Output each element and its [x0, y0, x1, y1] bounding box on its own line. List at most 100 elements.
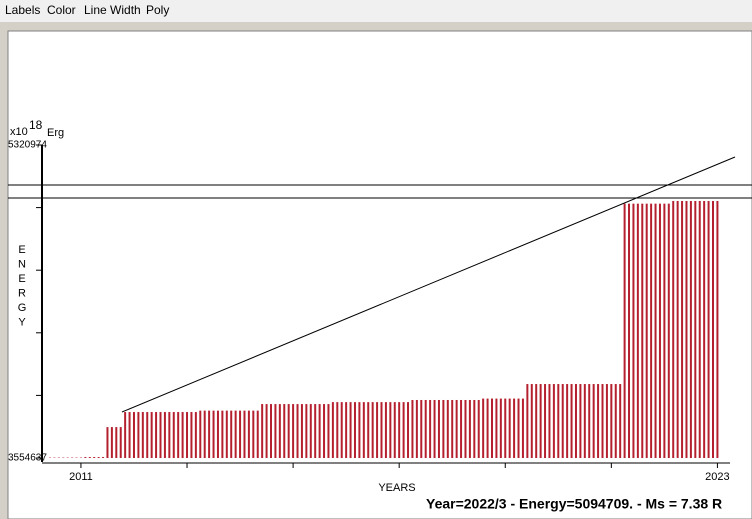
bar — [146, 412, 149, 458]
bar — [155, 412, 158, 458]
trend-line — [121, 156, 736, 413]
bar — [314, 404, 317, 458]
bar — [208, 410, 211, 458]
bar — [137, 412, 140, 458]
bar — [676, 200, 679, 458]
bar — [115, 427, 118, 458]
menu-item[interactable]: Poly — [146, 3, 170, 17]
bar — [597, 384, 600, 458]
bar — [566, 384, 569, 458]
bar — [261, 404, 264, 458]
x-tick-label: 2023 — [705, 471, 729, 483]
bar — [150, 412, 153, 458]
bar — [513, 398, 516, 458]
bar — [451, 399, 454, 458]
bar — [106, 427, 109, 458]
bar — [407, 402, 410, 458]
bar — [477, 399, 480, 458]
bar — [270, 404, 272, 458]
bar — [619, 384, 622, 458]
bar — [252, 410, 255, 458]
bar — [212, 410, 215, 458]
bar — [544, 384, 547, 458]
bar — [199, 410, 202, 458]
bar — [654, 203, 657, 458]
bar — [367, 402, 370, 458]
bar — [716, 200, 719, 458]
bar — [358, 402, 361, 458]
bar — [186, 412, 189, 458]
bar — [694, 200, 697, 458]
bar — [84, 457, 87, 458]
bar — [88, 457, 91, 458]
bar — [521, 398, 524, 458]
bar — [579, 384, 582, 458]
bar — [318, 404, 321, 458]
bar — [437, 399, 440, 458]
y-unit: Erg — [47, 127, 64, 139]
bar — [455, 399, 458, 458]
bar — [482, 398, 485, 458]
bar — [97, 457, 100, 458]
bar — [340, 402, 343, 458]
bar — [442, 399, 445, 458]
bar — [712, 200, 714, 458]
bar — [557, 384, 560, 458]
bar — [707, 200, 710, 458]
bar — [389, 402, 392, 458]
bar — [672, 200, 675, 458]
bar — [203, 410, 206, 458]
bar — [610, 384, 613, 458]
bar — [172, 412, 175, 458]
bar — [415, 399, 418, 458]
bar — [411, 399, 414, 458]
bar — [300, 404, 303, 458]
bar — [539, 384, 542, 458]
bar — [491, 398, 493, 458]
bar — [292, 404, 295, 458]
bar — [583, 384, 586, 458]
menu-bar: Labels Color Line Width Poly — [0, 0, 752, 22]
bar — [628, 203, 631, 458]
bar — [287, 404, 290, 458]
menu-item[interactable]: Line Width — [84, 3, 141, 17]
status-text: Year=2022/3 - Energy=5094709. - Ms = 7.3… — [426, 496, 722, 512]
bar — [402, 402, 405, 458]
bar — [517, 398, 520, 458]
bar — [698, 200, 701, 458]
bar — [398, 402, 401, 458]
bar — [623, 203, 626, 458]
y-tick-label: 3554637 — [8, 453, 47, 464]
bar — [658, 203, 661, 458]
bar — [93, 457, 96, 458]
bar — [552, 384, 555, 458]
bar — [221, 410, 224, 458]
bar — [243, 410, 246, 458]
bar — [265, 404, 268, 458]
bar — [305, 404, 308, 458]
bar — [703, 200, 706, 458]
bar — [128, 412, 131, 458]
bar — [468, 399, 471, 458]
bar — [429, 399, 432, 458]
bar — [181, 412, 184, 458]
bar — [141, 412, 144, 458]
bar — [645, 203, 648, 458]
bar — [473, 399, 476, 458]
menu-item[interactable]: Labels — [5, 3, 41, 17]
bar — [570, 384, 573, 458]
bar — [190, 412, 193, 458]
bar — [614, 384, 617, 458]
bar — [641, 203, 644, 458]
bar — [102, 457, 105, 458]
bar — [548, 384, 551, 458]
bar — [464, 399, 467, 458]
bar — [499, 398, 502, 458]
bar — [163, 412, 166, 458]
bar — [124, 412, 127, 458]
bar — [605, 384, 608, 458]
x-tick-label: 2011 — [69, 471, 93, 483]
bar — [132, 412, 135, 458]
menu-item[interactable]: Color — [47, 3, 76, 17]
